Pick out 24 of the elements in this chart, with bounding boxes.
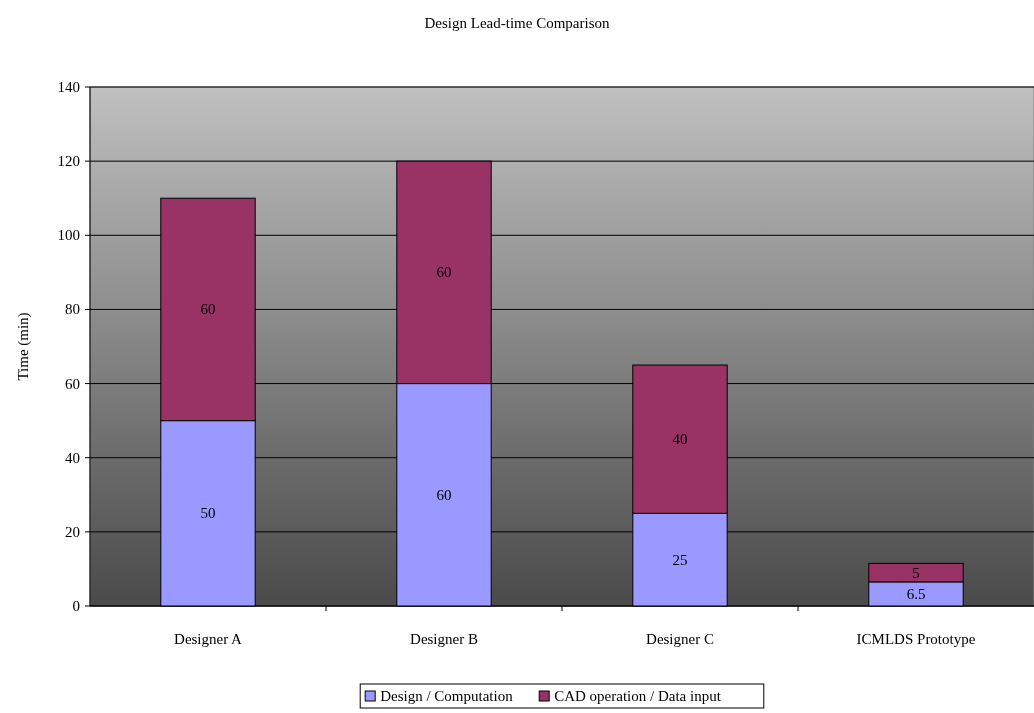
y-tick-label: 120 (57, 153, 80, 170)
data-label: 50 (200, 505, 216, 522)
y-tick-label: 80 (65, 301, 80, 318)
x-tick-label: Designer B (410, 631, 478, 647)
data-label: 60 (200, 301, 216, 318)
y-tick-label: 20 (65, 523, 80, 540)
data-label: 6.5 (906, 585, 926, 602)
y-tick-label: 60 (65, 375, 80, 392)
data-label: 60 (436, 264, 452, 281)
y-axis-title: Time (min) (15, 312, 32, 381)
y-tick-label: 140 (57, 79, 80, 95)
data-label: 40 (672, 431, 688, 448)
legend-label: Design / Computation (380, 688, 514, 704)
data-label: 60 (436, 486, 452, 503)
y-tick-label: 40 (65, 449, 80, 466)
legend-label: CAD operation / Data input (554, 688, 722, 704)
x-tick-label: Designer C (646, 631, 714, 647)
x-tick-label: ICMLDS Prototype (856, 631, 976, 647)
chart-title: Design Lead-time Comparison (424, 15, 610, 31)
x-tick-label: Designer A (174, 631, 243, 647)
y-tick-label: 100 (57, 227, 80, 244)
data-label: 25 (672, 551, 688, 568)
y-tick-label: 0 (72, 598, 80, 614)
data-label: 5 (912, 564, 920, 581)
